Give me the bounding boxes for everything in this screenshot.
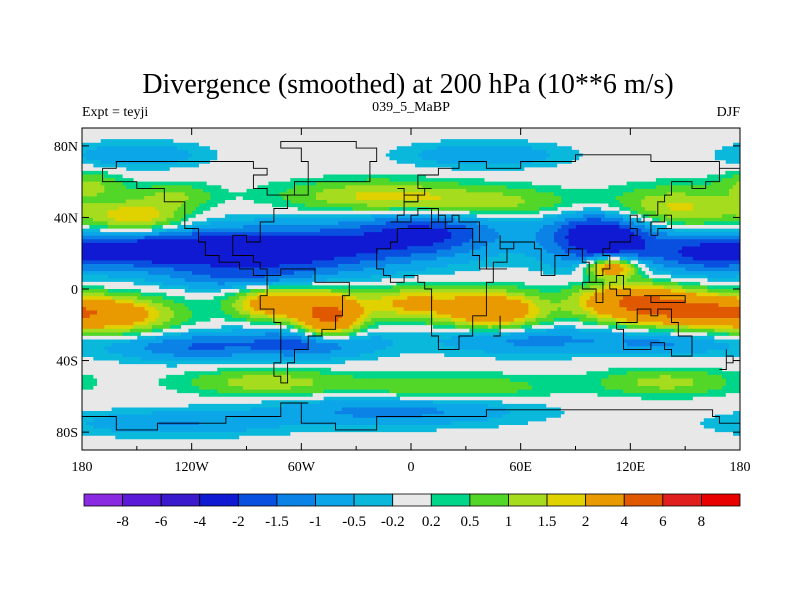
coastline-13 (719, 349, 734, 370)
axis-ticks: 180 120W 60W 0 60E 120E 180 80N 40N 0 40S 80S (54, 128, 751, 475)
coastlines (82, 140, 740, 431)
x-tick-label: 180 (72, 460, 93, 475)
colorbar-label: 1 (505, 514, 513, 530)
x-tick-label: 120E (616, 460, 646, 475)
coastline-5 (280, 140, 378, 183)
coastline-6 (82, 402, 740, 431)
field-band-4 (82, 217, 740, 351)
colorbar-label: -4 (194, 514, 207, 530)
colorbar-label: 6 (659, 514, 667, 530)
colorbar-label: 8 (698, 514, 706, 530)
colorbar-swatch (585, 493, 625, 507)
colorbar-swatch (508, 493, 548, 507)
chart-title: Divergence (smoothed) at 200 hPa (10**6 … (142, 69, 673, 100)
colorbar-swatch (315, 493, 355, 507)
coastline-10 (397, 187, 419, 203)
x-tick-label: 60W (288, 460, 316, 475)
coastline-11 (650, 214, 672, 236)
colorbar-swatch (237, 493, 278, 507)
coastline-1 (259, 268, 350, 384)
colorbar-swatch (662, 493, 702, 507)
colorbar-swatch (83, 493, 123, 507)
colorbar-swatch (276, 493, 316, 507)
y-tick-label: 0 (71, 283, 78, 298)
x-tick-label: 60E (509, 460, 532, 475)
colorbar: -8 -6 -4 -2 -1.5 -1 -0.5 -0.2 0.2 0.5 1 1.5 2 4 6 8 (83, 493, 741, 530)
colorbar-swatch (160, 493, 201, 507)
coastline-9 (609, 275, 631, 297)
colorbar-swatch (546, 493, 587, 507)
colorbar-label: -1 (309, 514, 322, 530)
field-band-8 (82, 128, 740, 450)
colorbar-swatch (430, 493, 471, 507)
subtitle-right: DJF (717, 105, 741, 120)
coastline-4 (616, 308, 693, 357)
divergence-field (82, 128, 740, 450)
colorbar-label: -8 (116, 514, 129, 530)
colorbar-swatch (353, 493, 394, 507)
x-tick-label: 120W (175, 460, 210, 475)
x-tick-label: 0 (408, 460, 415, 475)
y-tick-label: 80S (56, 426, 78, 441)
colorbar-label: 1.5 (538, 514, 557, 530)
colorbar-label: -2 (232, 514, 245, 530)
colorbar-label: 0.2 (422, 514, 441, 530)
coastline-7 (644, 295, 686, 303)
colorbar-swatch (701, 493, 741, 507)
colorbar-swatch (392, 493, 432, 507)
y-tick-label: 40S (56, 355, 78, 370)
coastline-12 (493, 315, 501, 337)
x-tick-label: 180 (730, 460, 751, 475)
colorbar-label: -1.5 (265, 514, 289, 530)
colorbar-label: -0.5 (342, 514, 366, 530)
colorbar-swatch (623, 493, 664, 507)
y-tick-label: 80N (54, 140, 78, 155)
colorbar-swatch (469, 493, 509, 507)
colorbar-swatch (199, 493, 239, 507)
colorbar-label: -6 (155, 514, 168, 530)
colorbar-label: 2 (582, 514, 590, 530)
coastline-3 (390, 154, 740, 283)
subtitle-center: 039_5_MaBP (372, 100, 450, 115)
subtitle-left: Expt = teyji (82, 105, 148, 120)
colorbar-swatch (122, 493, 162, 507)
field-band-12 (82, 192, 740, 333)
colorbar-label: -0.2 (381, 514, 405, 530)
coastline-8 (581, 281, 604, 303)
colorbar-label: 0.5 (461, 514, 480, 530)
y-tick-label: 40N (54, 211, 78, 226)
coastline-0 (102, 161, 309, 277)
field-band-5 (82, 213, 740, 426)
colorbar-label: 4 (620, 514, 628, 530)
field-band-13 (82, 263, 740, 329)
